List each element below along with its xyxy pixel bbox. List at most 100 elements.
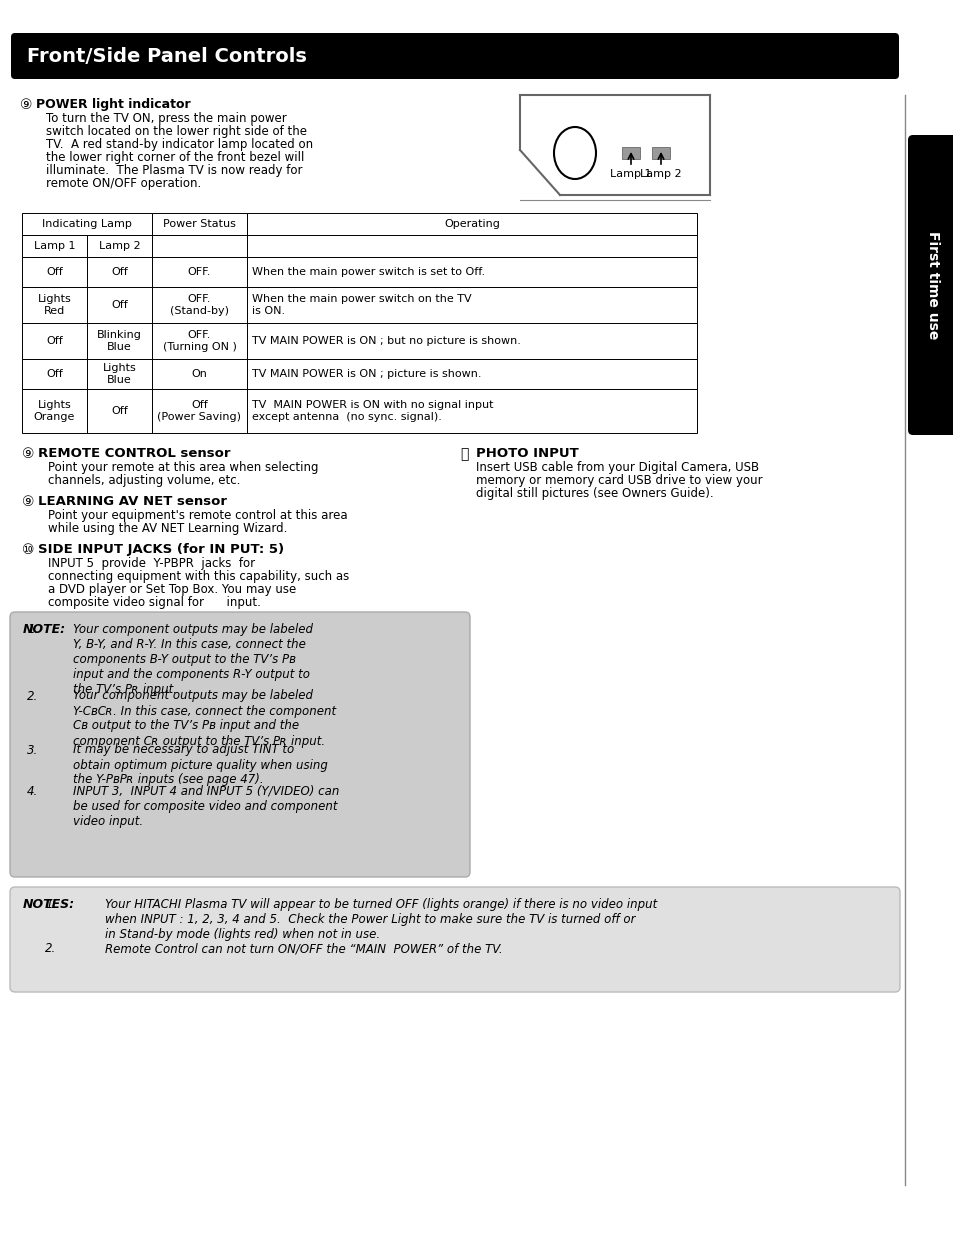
- Bar: [87, 235, 152, 257]
- Bar: [22, 389, 87, 433]
- Text: OFF.: OFF.: [188, 267, 211, 277]
- Text: TV  MAIN POWER is ON with no signal input
except antenna  (no sync. signal).: TV MAIN POWER is ON with no signal input…: [252, 400, 493, 422]
- Text: ⑨: ⑨: [20, 98, 32, 112]
- Text: Lamp 1: Lamp 1: [610, 169, 651, 179]
- Text: TV.  A red stand-by indicator lamp located on: TV. A red stand-by indicator lamp locate…: [46, 138, 313, 151]
- Text: Your component outputs may be labeled
Y-CʙCʀ. In this case, connect the componen: Your component outputs may be labeled Y-…: [73, 689, 335, 747]
- Text: a DVD player or Set Top Box. You may use: a DVD player or Set Top Box. You may use: [48, 583, 296, 597]
- Text: POWER light indicator: POWER light indicator: [36, 98, 191, 111]
- Bar: [651, 147, 669, 159]
- Text: Off
(Power Saving): Off (Power Saving): [157, 400, 241, 422]
- Text: switch located on the lower right side of the: switch located on the lower right side o…: [46, 125, 307, 138]
- Bar: [87, 389, 152, 433]
- Text: Indicating Lamp: Indicating Lamp: [42, 219, 132, 228]
- Text: ⑩: ⑩: [22, 543, 34, 557]
- Ellipse shape: [554, 127, 596, 179]
- Text: Lights
Red: Lights Red: [37, 294, 71, 316]
- Text: TV MAIN POWER is ON ; but no picture is shown.: TV MAIN POWER is ON ; but no picture is …: [252, 336, 520, 346]
- FancyBboxPatch shape: [907, 135, 953, 435]
- Bar: [22, 359, 87, 389]
- Bar: [87, 324, 152, 359]
- Text: Lamp 2: Lamp 2: [98, 241, 140, 251]
- Text: the lower right corner of the front bezel will: the lower right corner of the front beze…: [46, 151, 304, 164]
- Text: channels, adjusting volume, etc.: channels, adjusting volume, etc.: [48, 474, 240, 487]
- Text: composite video signal for      input.: composite video signal for input.: [48, 597, 260, 609]
- Text: ⑨: ⑨: [22, 495, 34, 509]
- Text: Your HITACHI Plasma TV will appear to be turned OFF (lights orange) if there is : Your HITACHI Plasma TV will appear to be…: [105, 898, 657, 941]
- Bar: [22, 287, 87, 324]
- Text: 4.: 4.: [27, 785, 38, 798]
- Text: Insert USB cable from your Digital Camera, USB: Insert USB cable from your Digital Camer…: [476, 461, 759, 474]
- Text: 2.: 2.: [27, 689, 38, 703]
- Text: Operating: Operating: [443, 219, 499, 228]
- Text: ⑪: ⑪: [459, 447, 468, 461]
- Bar: [247, 287, 697, 324]
- Text: When the main power switch on the TV
is ON.: When the main power switch on the TV is …: [252, 294, 471, 316]
- Text: It may be necessary to adjust TINT to
obtain optimum picture quality when using
: It may be necessary to adjust TINT to ob…: [73, 743, 328, 787]
- Bar: [247, 359, 697, 389]
- Text: Power Status: Power Status: [163, 219, 235, 228]
- Bar: [621, 147, 639, 159]
- Bar: [247, 389, 697, 433]
- Text: Lights
Blue: Lights Blue: [103, 363, 136, 385]
- Text: To turn the TV ON, press the main power: To turn the TV ON, press the main power: [46, 112, 287, 125]
- Bar: [247, 212, 697, 235]
- Bar: [247, 324, 697, 359]
- Text: 3.: 3.: [27, 743, 38, 757]
- Text: Off: Off: [46, 369, 63, 379]
- Text: Off: Off: [46, 267, 63, 277]
- Text: Point your remote at this area when selecting: Point your remote at this area when sele…: [48, 461, 318, 474]
- Bar: [22, 324, 87, 359]
- Text: LEARNING AV NET sensor: LEARNING AV NET sensor: [38, 495, 227, 508]
- Bar: [152, 287, 247, 324]
- Bar: [22, 235, 87, 257]
- Text: Point your equipment's remote control at this area: Point your equipment's remote control at…: [48, 509, 347, 522]
- Text: Your component outputs may be labeled
Y, B-Y, and R-Y. In this case, connect the: Your component outputs may be labeled Y,…: [73, 622, 313, 697]
- Text: illuminate.  The Plasma TV is now ready for: illuminate. The Plasma TV is now ready f…: [46, 164, 302, 177]
- Text: connecting equipment with this capability, such as: connecting equipment with this capabilit…: [48, 571, 349, 583]
- Text: INPUT 5  provide  Y-PBPR  jacks  for: INPUT 5 provide Y-PBPR jacks for: [48, 557, 254, 571]
- Text: ⑨: ⑨: [22, 447, 34, 461]
- Text: 1.: 1.: [27, 622, 38, 636]
- Text: When the main power switch is set to Off.: When the main power switch is set to Off…: [252, 267, 485, 277]
- Text: OFF.
(Turning ON ): OFF. (Turning ON ): [162, 330, 236, 352]
- Bar: [247, 257, 697, 287]
- Bar: [22, 212, 152, 235]
- Text: NOTE:: NOTE:: [23, 622, 66, 636]
- Text: TV MAIN POWER is ON ; picture is shown.: TV MAIN POWER is ON ; picture is shown.: [252, 369, 481, 379]
- Bar: [247, 235, 697, 257]
- Bar: [152, 389, 247, 433]
- Text: NOTES:: NOTES:: [23, 898, 75, 911]
- Bar: [22, 257, 87, 287]
- Text: Off: Off: [111, 300, 128, 310]
- Text: Off: Off: [111, 267, 128, 277]
- Bar: [152, 359, 247, 389]
- Text: Lights
Orange: Lights Orange: [33, 400, 75, 422]
- Text: On: On: [192, 369, 207, 379]
- Text: Off: Off: [111, 406, 128, 416]
- FancyBboxPatch shape: [11, 33, 898, 79]
- Text: 2.: 2.: [45, 942, 56, 956]
- Text: INPUT 3,  INPUT 4 and INPUT 5 (Y/VIDEO) can
be used for composite video and comp: INPUT 3, INPUT 4 and INPUT 5 (Y/VIDEO) c…: [73, 785, 339, 827]
- Text: Off: Off: [46, 336, 63, 346]
- FancyBboxPatch shape: [10, 887, 899, 992]
- Text: 1.: 1.: [45, 898, 56, 911]
- Text: First time use: First time use: [925, 231, 940, 340]
- Text: Blinking
Blue: Blinking Blue: [97, 330, 142, 352]
- Text: Front/Side Panel Controls: Front/Side Panel Controls: [27, 47, 307, 65]
- Text: Lamp 2: Lamp 2: [639, 169, 681, 179]
- Text: Remote Control can not turn ON/OFF the “MAIN  POWER” of the TV.: Remote Control can not turn ON/OFF the “…: [105, 942, 502, 956]
- Text: REMOTE CONTROL sensor: REMOTE CONTROL sensor: [38, 447, 231, 459]
- Text: memory or memory card USB drive to view your: memory or memory card USB drive to view …: [476, 474, 761, 487]
- Bar: [152, 324, 247, 359]
- Text: PHOTO INPUT: PHOTO INPUT: [476, 447, 578, 459]
- Text: while using the AV NET Learning Wizard.: while using the AV NET Learning Wizard.: [48, 522, 287, 535]
- Bar: [87, 257, 152, 287]
- Bar: [152, 235, 247, 257]
- Text: remote ON/OFF operation.: remote ON/OFF operation.: [46, 177, 201, 190]
- Bar: [87, 287, 152, 324]
- Bar: [152, 257, 247, 287]
- Bar: [87, 359, 152, 389]
- Text: Lamp 1: Lamp 1: [33, 241, 75, 251]
- Bar: [152, 212, 247, 235]
